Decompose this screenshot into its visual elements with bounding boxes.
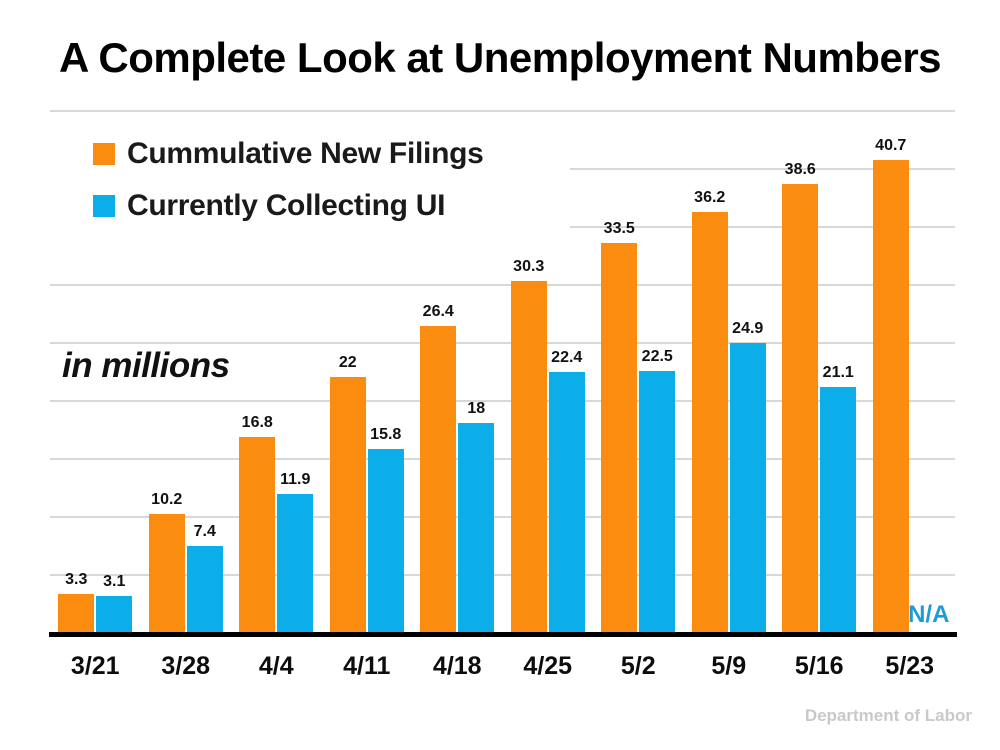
value-label: 16.8 — [241, 414, 273, 432]
x-axis-line — [49, 632, 957, 637]
value-label: 21.1 — [822, 364, 854, 382]
value-label: 11.9 — [280, 470, 311, 488]
legend-swatch-orange — [93, 143, 115, 165]
legend-item-currently-collecting-ui: Currently Collecting UI — [93, 180, 570, 232]
bar-currently-collecting-ui — [367, 448, 404, 632]
legend-item-cummulative-new-filings: Cummulative New Filings — [93, 128, 570, 180]
x-axis-label: 5/16 — [794, 652, 844, 680]
value-label: 26.4 — [422, 302, 454, 320]
bar-currently-collecting-ui — [820, 387, 857, 632]
legend-label: Currently Collecting UI — [127, 189, 446, 222]
value-label: 22 — [338, 353, 357, 371]
bar-currently-collecting-ui — [548, 372, 585, 632]
value-label: 24.9 — [732, 320, 764, 338]
bar-currently-collecting-ui — [729, 343, 766, 632]
value-label: 18 — [467, 400, 486, 418]
units-annotation: in millions — [62, 346, 230, 385]
value-label: 33.5 — [603, 220, 635, 238]
legend: Cummulative New Filings Currently Collec… — [48, 116, 570, 236]
x-axis-label: 4/4 — [258, 652, 294, 680]
bar-cummulative-new-filings — [420, 325, 457, 632]
value-label: 36.2 — [694, 189, 726, 207]
value-label: 22.4 — [551, 349, 583, 367]
x-axis-label: 3/21 — [70, 652, 120, 680]
x-axis-label: 5/23 — [885, 652, 935, 680]
gridline — [50, 342, 955, 344]
bar-currently-collecting-ui — [277, 493, 314, 632]
gridline — [50, 516, 955, 518]
bar-cummulative-new-filings — [510, 280, 547, 632]
bar-cummulative-new-filings — [601, 243, 638, 632]
value-label: 30.3 — [513, 257, 545, 275]
value-label: 10.2 — [151, 490, 183, 508]
x-axis-label: 5/9 — [711, 652, 747, 680]
bar-cummulative-new-filings — [239, 437, 276, 632]
value-label: 38.6 — [784, 161, 816, 179]
bar-cummulative-new-filings — [691, 212, 728, 632]
value-label: 3.1 — [103, 573, 126, 591]
na-value-label: N/A — [908, 601, 950, 628]
bar-currently-collecting-ui — [186, 546, 223, 632]
gridline — [50, 284, 955, 286]
footer-credit: Department of Labor — [804, 706, 972, 725]
x-axis-label: 4/18 — [432, 652, 482, 680]
x-axis-label: 5/2 — [620, 652, 656, 680]
x-axis-label: 3/28 — [161, 652, 211, 680]
bar-cummulative-new-filings — [872, 159, 909, 632]
value-label: 7.4 — [193, 523, 216, 541]
gridline — [50, 110, 955, 112]
legend-label: Cummulative New Filings — [127, 137, 484, 170]
gridline — [50, 458, 955, 460]
x-axis-label: 4/25 — [523, 652, 573, 680]
value-label: 15.8 — [370, 425, 402, 443]
bar-currently-collecting-ui — [458, 423, 495, 632]
value-label: 40.7 — [875, 136, 907, 154]
value-label: 22.5 — [641, 348, 673, 365]
bar-cummulative-new-filings — [58, 593, 95, 632]
x-axis-label: 4/11 — [343, 652, 391, 680]
chart-title: A Complete Look at Unemployment Numbers — [58, 34, 942, 81]
gridline — [50, 400, 955, 402]
bar-currently-collecting-ui — [96, 596, 133, 632]
bar-cummulative-new-filings — [782, 184, 819, 632]
gridline — [50, 574, 955, 576]
bar-cummulative-new-filings — [329, 376, 366, 632]
value-label: 3.3 — [65, 570, 88, 588]
bar-cummulative-new-filings — [148, 513, 185, 632]
legend-swatch-blue — [93, 195, 115, 217]
bar-currently-collecting-ui — [639, 371, 676, 632]
